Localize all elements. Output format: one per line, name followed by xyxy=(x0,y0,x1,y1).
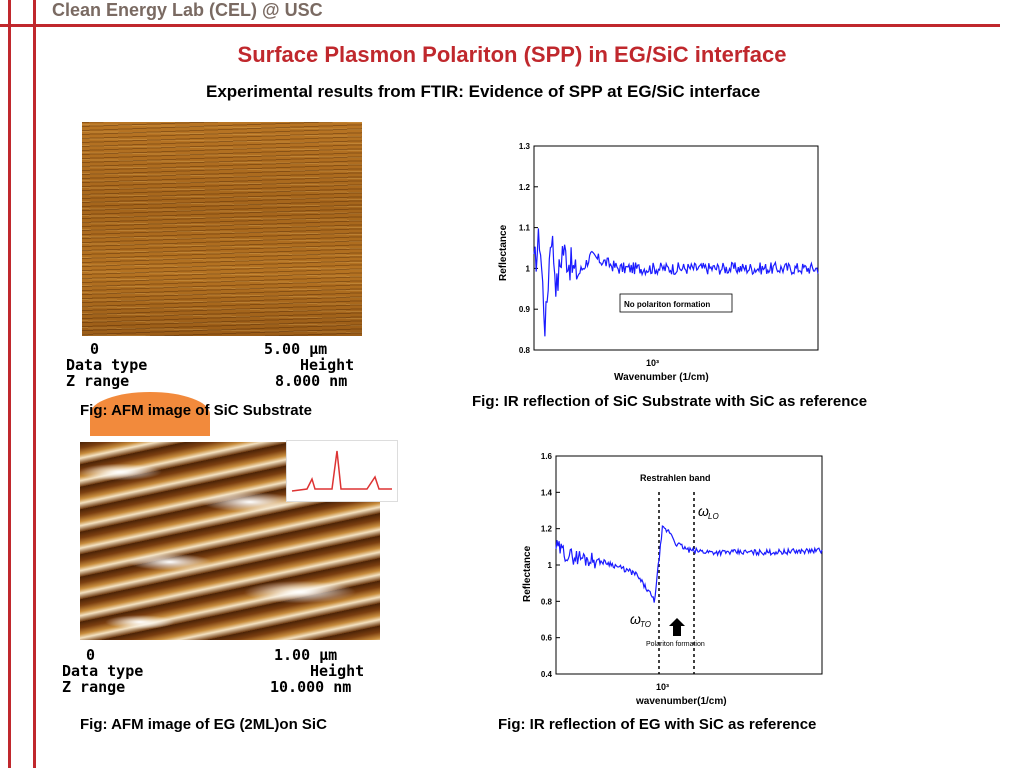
y-tick-label: 1.1 xyxy=(519,224,531,233)
y-tick-label: 1 xyxy=(548,561,553,570)
frame-line-left-2 xyxy=(33,0,36,768)
frame-line-top xyxy=(0,24,1000,27)
y-tick-label: 1.2 xyxy=(519,183,531,192)
afm-scale-left: 0 xyxy=(90,340,100,358)
y-tick-label: 1.2 xyxy=(541,525,553,534)
y-tick-label: 1.4 xyxy=(541,488,553,497)
slide-subtitle: Experimental results from FTIR: Evidence… xyxy=(206,82,761,101)
afm-scale-right: 5.00 µm xyxy=(264,340,328,358)
up-arrow-icon xyxy=(669,618,685,636)
y-tick-label: 0.8 xyxy=(541,597,553,606)
frame-line-left-1 xyxy=(8,0,11,768)
reflectance-series-line xyxy=(555,525,823,603)
caption-afm-eg: Fig: AFM image of EG (2ML)on SiC xyxy=(80,716,327,733)
afm-image-eg-on-sic: 0 1.00 µm Data type Height Z range 10.00… xyxy=(60,436,400,700)
x-tick-label: 10³ xyxy=(646,358,659,368)
omega-lo-symbol: ω xyxy=(698,503,709,519)
afm-z-range-label: Z range xyxy=(66,372,130,390)
y-tick-label: 0.4 xyxy=(541,670,553,679)
annotation-restrahlen-band: Restrahlen band xyxy=(640,473,711,483)
annotation-box xyxy=(619,293,733,313)
afm-data-type-label: Data type xyxy=(62,662,144,680)
chart-ir-reflection-sic: 0.80.911.11.21.3 No polariton formation … xyxy=(498,142,819,383)
annotation-no-polariton: No polariton formation xyxy=(624,300,710,309)
reflectance-series-line xyxy=(533,228,819,337)
x-axis-label: Wavenumber (1/cm) xyxy=(614,372,709,383)
y-tick-label: 0.6 xyxy=(541,634,553,643)
annotation-polariton-formation: Polariton formation xyxy=(646,641,705,648)
omega-lo-subscript: LO xyxy=(708,512,719,521)
y-tick-label: 1.6 xyxy=(541,452,553,461)
slide-title: Surface Plasmon Polariton (SPP) in EG/Si… xyxy=(237,42,787,67)
afm-z-range-value: 8.000 nm xyxy=(275,372,348,390)
afm-scale-left: 0 xyxy=(86,646,96,664)
afm-z-range-value: 10.000 nm xyxy=(270,678,352,696)
afm-data-type-value: Height xyxy=(310,662,365,680)
lab-header: Clean Energy Lab (CEL) @ USC xyxy=(52,0,323,20)
afm-height-map xyxy=(82,122,362,336)
decorative-orange-shape xyxy=(90,392,210,436)
inset-spectrum-svg xyxy=(291,450,392,492)
plot-frame xyxy=(533,145,819,351)
afm-data-type-label: Data type xyxy=(66,356,148,374)
y-tick-label: 1.3 xyxy=(519,142,531,151)
y-tick-label: 0.9 xyxy=(519,305,531,314)
omega-to-symbol: ω xyxy=(630,611,641,627)
afm-scale-right: 1.00 µm xyxy=(274,646,338,664)
chart-ir-reflection-eg: 0.4 0.6 0.8 1 1.2 1.4 1.6 Restrahlen band ω LO… xyxy=(522,452,823,707)
y-axis-label: Reflectance xyxy=(498,224,509,281)
afm-z-range-label: Z range xyxy=(62,678,126,696)
caption-afm-sic: Fig: AFM image of SiC Substrate xyxy=(80,402,312,419)
x-axis-label: wavenumber(1/cm) xyxy=(635,696,727,707)
y-tick-label: 1 xyxy=(526,264,531,273)
omega-to-subscript: TO xyxy=(640,620,651,629)
caption-ir-sic: Fig: IR reflection of SiC Substrate with… xyxy=(472,393,868,410)
x-tick-label: 10³ xyxy=(656,682,669,692)
y-axis-label: Reflectance xyxy=(522,545,533,602)
inset-spectrum-thumbnail xyxy=(286,440,398,502)
caption-ir-eg: Fig: IR reflection of EG with SiC as ref… xyxy=(498,716,817,733)
y-tick-label: 0.8 xyxy=(519,346,531,355)
afm-data-type-value: Height xyxy=(300,356,355,374)
afm-image-sic-substrate: 0 5.00 µm Data type Height Z range 8.000… xyxy=(60,110,380,392)
